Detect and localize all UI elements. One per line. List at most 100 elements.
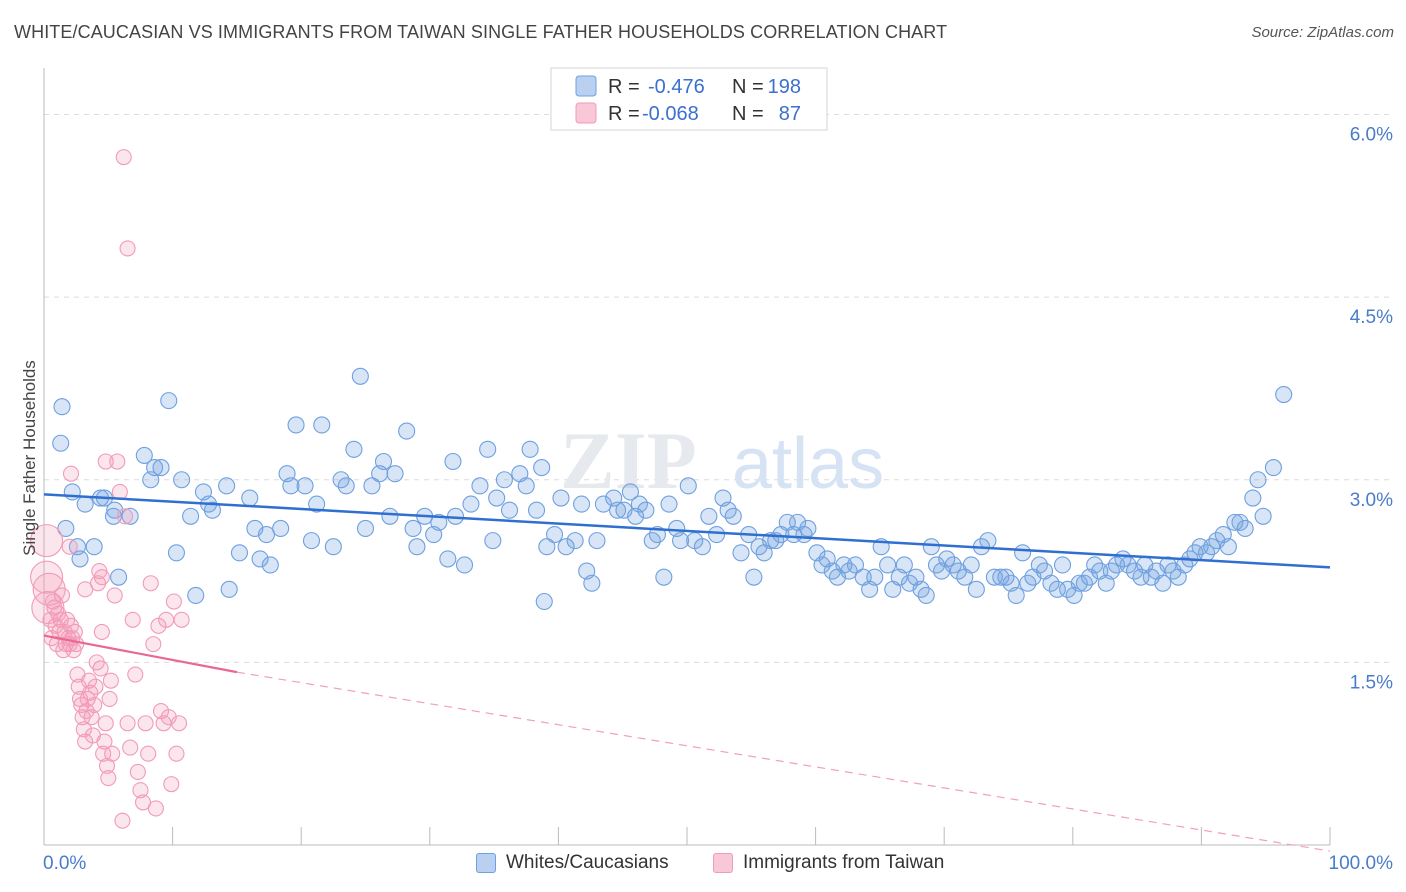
trend-line-taiwan — [43, 634, 238, 674]
data-point-whites — [337, 477, 355, 495]
data-point-whites — [160, 392, 178, 410]
data-point-whites — [261, 556, 279, 574]
data-point-whites — [182, 507, 200, 525]
data-point-taiwan — [104, 745, 121, 762]
data-point-whites — [76, 495, 94, 513]
data-point-taiwan — [147, 800, 164, 817]
data-point-whites — [630, 495, 648, 513]
data-point-whites — [535, 592, 553, 611]
stats-legend: R = -0.476 N = 198 R = -0.068 N = 87 — [550, 67, 828, 131]
series-whites-points — [52, 367, 1293, 611]
data-point-whites — [527, 501, 546, 519]
data-point-taiwan — [137, 715, 154, 732]
data-point-whites — [1249, 471, 1267, 489]
data-point-taiwan — [142, 575, 159, 592]
legend-swatch-blue — [575, 75, 597, 97]
data-point-taiwan — [100, 769, 117, 787]
legend-swatch-pink — [575, 102, 597, 124]
data-point-taiwan — [44, 593, 62, 610]
data-point-taiwan — [80, 672, 98, 689]
data-point-whites — [1264, 459, 1282, 477]
y-tick-label: 1.5% — [1350, 672, 1393, 693]
data-point-whites — [272, 519, 290, 538]
data-point-whites — [1007, 586, 1025, 604]
data-point-taiwan — [127, 666, 144, 683]
bottom-legend-swatch-pink — [713, 853, 733, 873]
data-point-whites — [104, 507, 122, 525]
legend-n-value-2: 87 — [779, 103, 801, 125]
data-point-whites — [517, 477, 535, 495]
data-point-whites — [121, 507, 139, 525]
data-point-taiwan — [168, 745, 185, 762]
data-point-taiwan — [92, 660, 109, 677]
legend-r-value-1: -0.476 — [648, 76, 705, 98]
data-point-whites — [917, 586, 935, 604]
data-point-whites — [404, 519, 422, 538]
data-point-taiwan — [101, 690, 118, 707]
data-point-whites — [552, 489, 570, 507]
trend-lines — [43, 493, 1331, 852]
data-point-taiwan — [66, 623, 83, 640]
series-taiwan-points — [30, 149, 190, 829]
data-point-whites — [583, 574, 601, 592]
data-point-taiwan — [96, 733, 113, 750]
data-point-whites — [840, 562, 858, 580]
data-point-whites — [1275, 385, 1293, 404]
data-point-whites — [732, 544, 750, 562]
data-point-taiwan — [30, 524, 64, 558]
data-point-whites — [220, 580, 238, 598]
data-point-whites — [57, 519, 75, 538]
data-point-whites — [609, 501, 627, 519]
data-point-whites — [1191, 538, 1209, 556]
data-point-whites — [1125, 562, 1144, 580]
data-point-whites — [146, 459, 164, 477]
data-point-whites — [1042, 574, 1060, 592]
data-point-whites — [495, 471, 513, 489]
data-point-whites — [324, 538, 342, 556]
data-point-whites — [302, 532, 321, 550]
x-tick-min: 0.0% — [43, 853, 86, 874]
y-tick-label: 3.0% — [1350, 490, 1393, 511]
watermark-zip: ZIP — [560, 415, 697, 506]
data-point-whites — [152, 459, 170, 477]
data-point-whites — [979, 532, 997, 550]
data-point-whites — [439, 550, 457, 568]
data-point-whites — [1254, 507, 1272, 525]
data-point-whites — [745, 568, 763, 586]
data-point-taiwan — [173, 611, 190, 628]
data-point-whites — [356, 519, 375, 538]
legend-r-value-2: -0.068 — [642, 103, 699, 125]
watermark: ZIP atlas — [560, 415, 884, 506]
bottom-legend: Whites/Caucasians Immigrants from Taiwan — [0, 850, 1406, 880]
data-point-taiwan — [30, 560, 64, 594]
bottom-legend-whites: Whites/Caucasians — [476, 852, 669, 874]
data-point-taiwan — [53, 587, 71, 604]
data-point-taiwan — [119, 715, 136, 732]
data-point-whites — [1048, 580, 1066, 598]
data-point-whites — [1107, 556, 1126, 574]
data-point-whites — [879, 556, 897, 574]
data-point-whites — [488, 489, 506, 507]
x-tick-max: 100.0% — [1329, 853, 1394, 874]
y-axis-label: Single Father Households — [20, 360, 39, 556]
data-point-taiwan — [86, 696, 103, 714]
data-point-whites — [1236, 519, 1254, 538]
data-point-whites — [110, 568, 128, 586]
data-point-taiwan — [160, 709, 177, 726]
data-point-whites — [985, 568, 1003, 586]
y-tick-label: 6.0% — [1350, 125, 1393, 146]
data-point-whites — [296, 477, 314, 495]
axes — [43, 68, 1331, 846]
data-point-taiwan — [98, 757, 116, 774]
data-point-taiwan — [75, 721, 92, 738]
data-point-whites — [572, 495, 591, 513]
data-point-taiwan — [102, 672, 119, 689]
data-point-whites — [1014, 544, 1032, 562]
data-point-whites — [866, 568, 884, 586]
data-point-taiwan — [97, 453, 114, 470]
bottom-legend-label-taiwan: Immigrants from Taiwan — [743, 852, 945, 873]
data-point-whites — [967, 580, 985, 598]
data-point-taiwan — [158, 611, 175, 628]
grid-lines — [44, 114, 1393, 663]
